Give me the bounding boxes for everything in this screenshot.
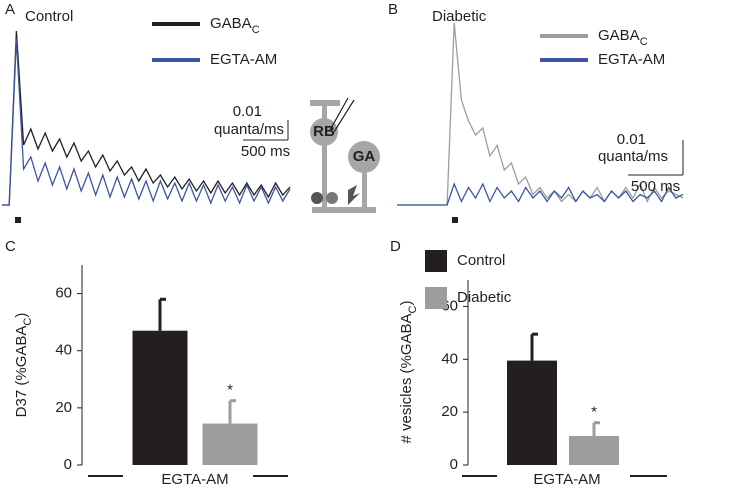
legend-label-main: GABA [210,15,252,32]
channel-icon [326,192,338,204]
bolt-icon [348,185,360,205]
legend-label: Diabetic [457,289,512,306]
y-tick-label: 20 [441,403,458,420]
scale-bar-x-label: 500 ms [241,143,290,160]
schematic-label: RB [313,123,335,140]
x-tick-label: EGTA-AM [161,471,228,487]
bar [507,360,557,465]
synapse-bar [312,207,376,213]
significance-mark: * [227,382,233,399]
y-tick-label: 60 [55,285,72,302]
panel-label: A [5,1,15,18]
legend-label: GABAC [598,27,648,48]
panel-label: D [390,238,401,255]
y-tick-label: 0 [450,456,458,473]
schematic [310,97,380,213]
panel-label: C [5,238,16,255]
y-axis-label: D37 (%GABAC) [13,313,34,418]
y-tick-label: 20 [55,399,72,416]
scale-bar-y-label: 0.01 [233,103,262,120]
panel-label: B [388,1,398,18]
ga-soma [348,141,380,173]
y-tick-label: 0 [64,456,72,473]
schematic-label: GA [353,148,376,165]
stimulus-marker [15,217,21,223]
x-tick-label: EGTA-AM [533,471,600,487]
ga-process [362,172,367,210]
bar [132,330,188,465]
y-tick-label: 40 [55,342,72,359]
scale-bar-x-label: 500 ms [631,178,680,195]
y-axis-label: # vesicles (%GABAC) [398,301,419,444]
legend-label: Control [457,252,505,269]
rb-axon [322,100,327,210]
channel-icon [311,192,323,204]
scale-bar-y-unit: quanta/ms [598,148,668,165]
trace [397,182,684,206]
y-tick-label: 40 [441,350,458,367]
pipette [329,97,349,131]
legend-label: GABAC [210,15,260,36]
bar [202,423,258,465]
pipette [333,99,355,133]
panel-title: Diabetic [432,8,487,25]
legend-swatch [425,287,447,309]
stimulus-marker [452,217,458,223]
legend-label-sub: C [640,36,648,48]
scale-bar-y-label: 0.01 [617,131,646,148]
y-axis-label-end: ) [398,301,415,306]
y-axis-label-main: # vesicles (%GABA [398,313,415,443]
trace [2,38,291,206]
legend-label-main: GABA [598,27,640,44]
bar [569,435,619,465]
trace [2,30,291,206]
legend-label-sub: C [252,24,260,36]
rb-soma [310,118,338,146]
y-axis-label-sub: C [22,318,34,326]
y-axis-label-end: ) [13,313,30,318]
legend-swatch [425,250,447,272]
legend-label: EGTA-AM [210,51,277,68]
scale-bar-y-unit: quanta/ms [214,121,284,138]
significance-mark: * [591,404,597,421]
y-axis-label-main: D37 (%GABA [13,326,30,418]
panel-title: Control [25,8,73,25]
y-axis-label-sub: C [407,305,419,313]
legend-label: EGTA-AM [598,51,665,68]
